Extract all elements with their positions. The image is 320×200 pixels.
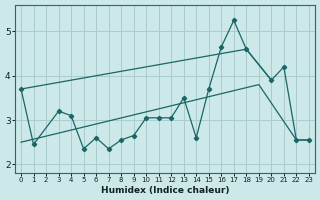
X-axis label: Humidex (Indice chaleur): Humidex (Indice chaleur) xyxy=(101,186,229,195)
